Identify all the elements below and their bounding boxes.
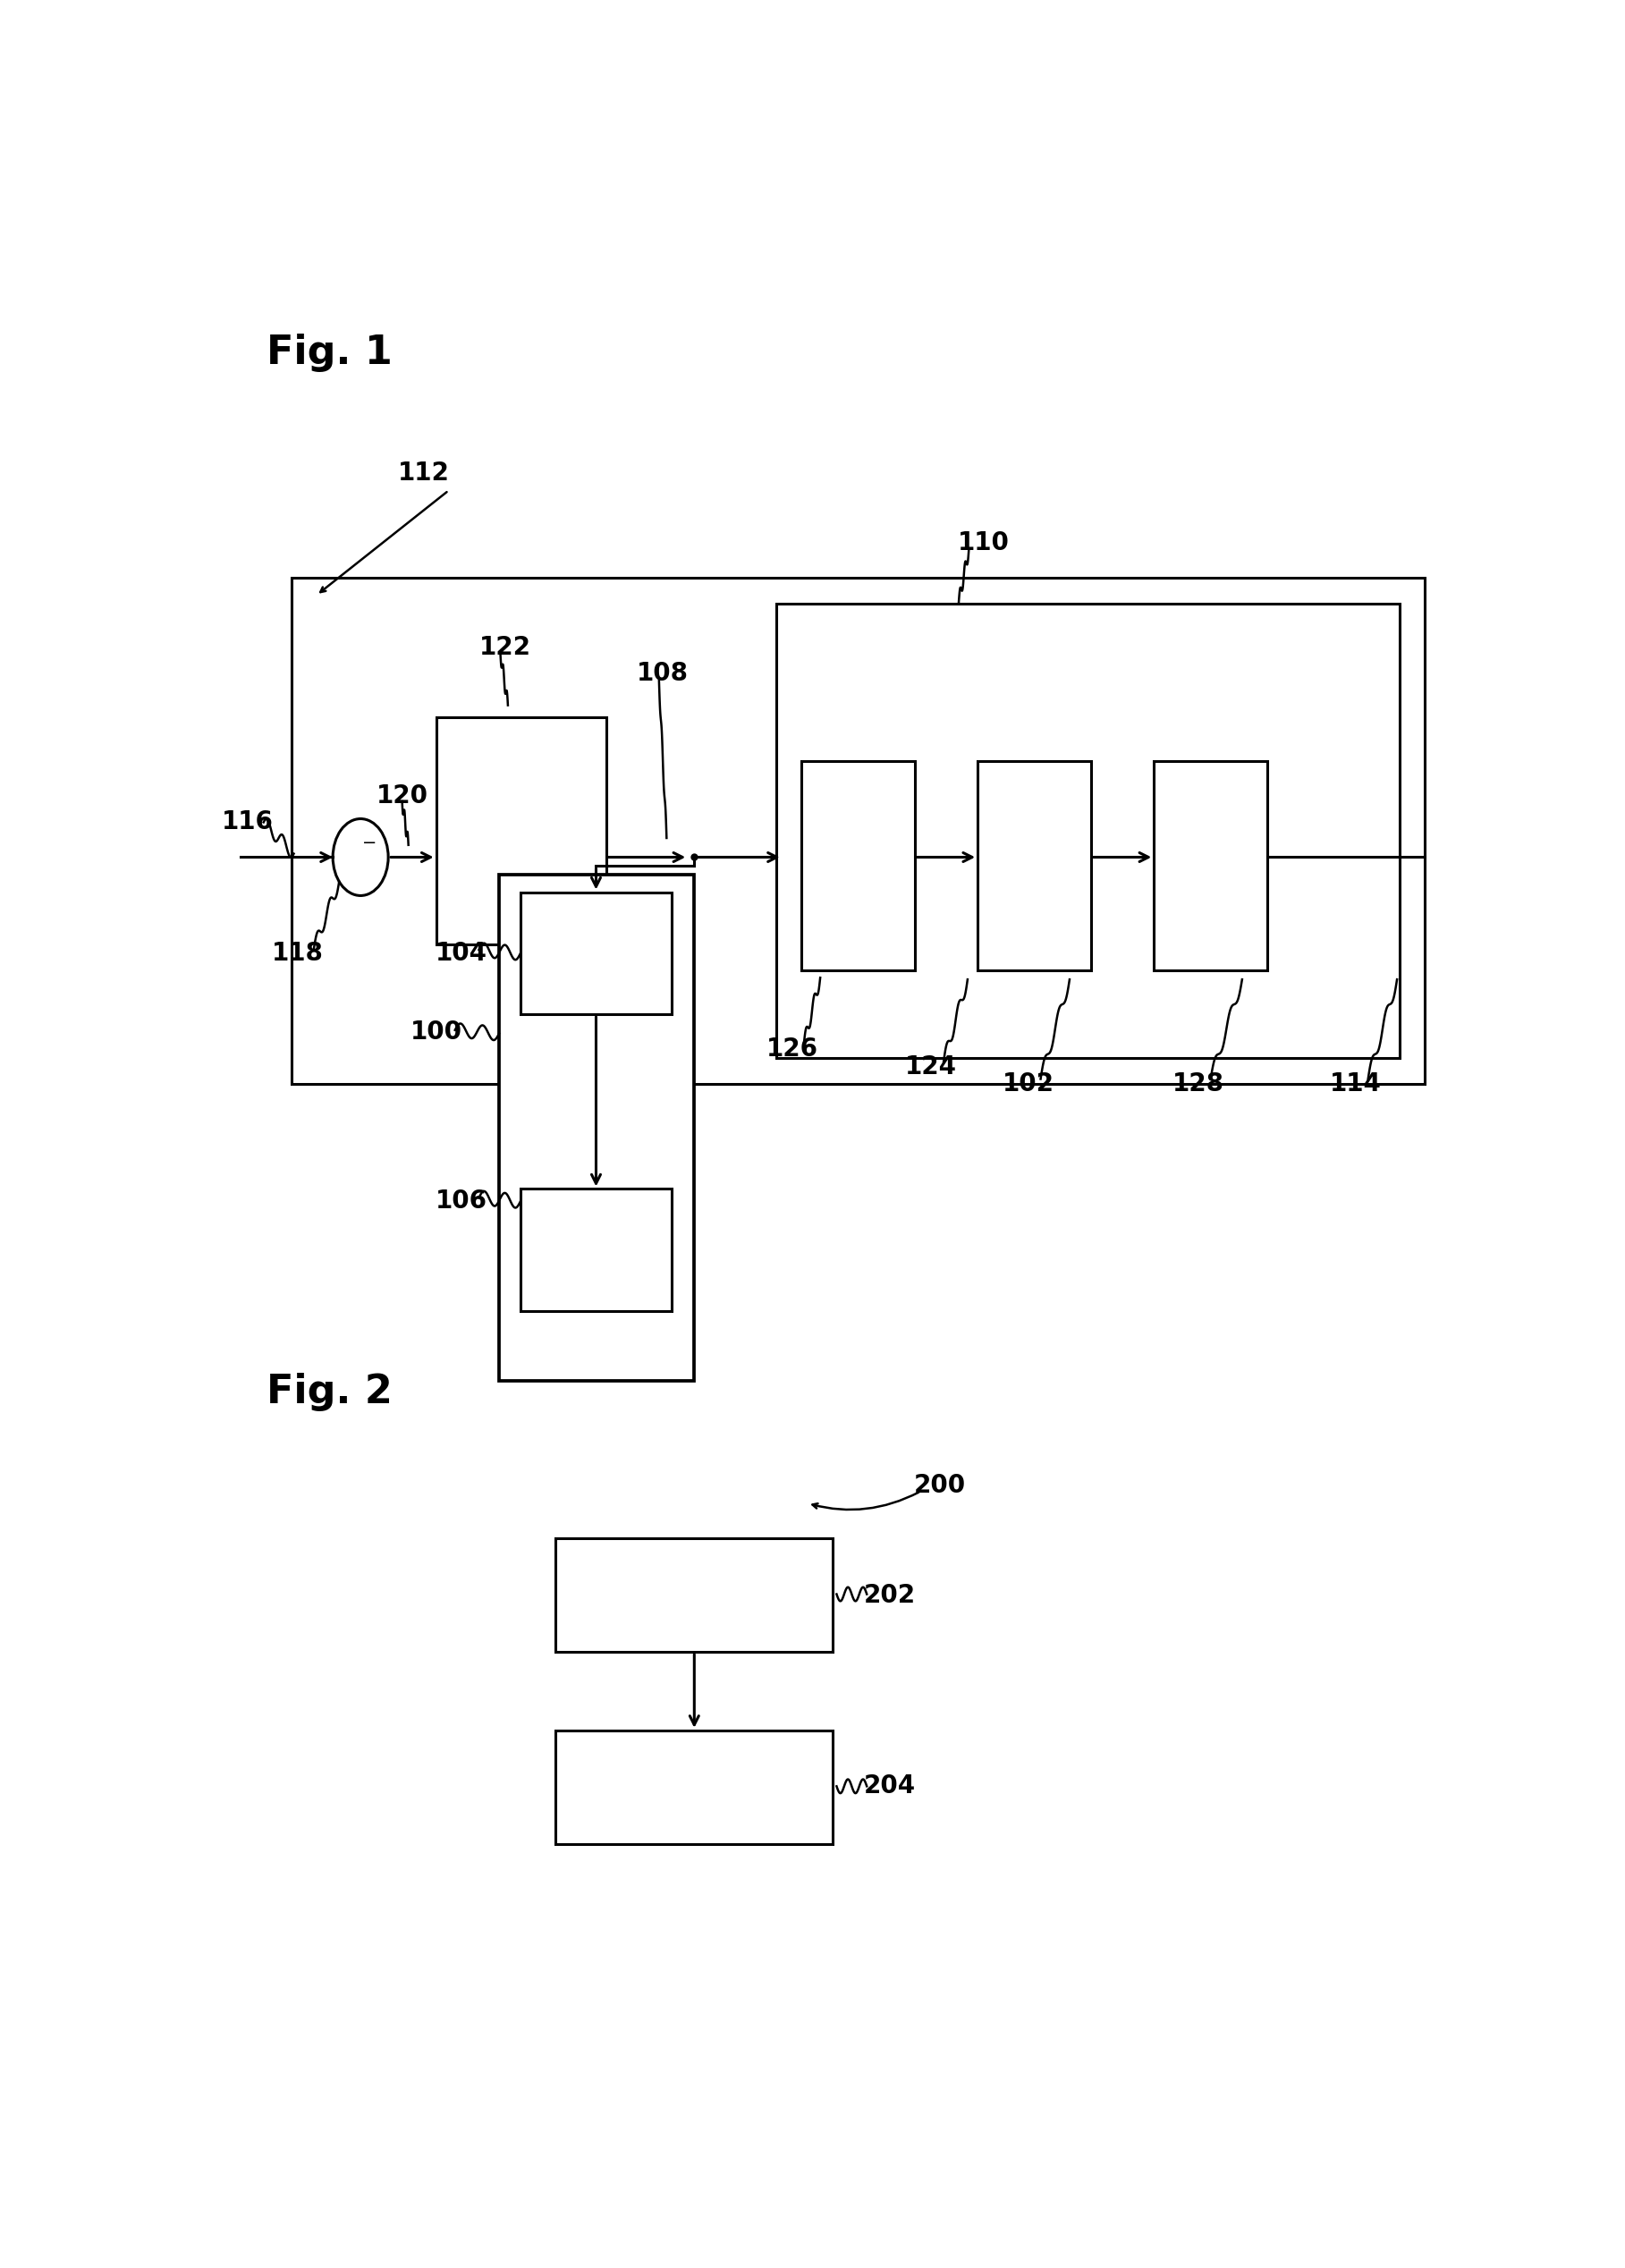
Text: 102: 102 <box>1003 1073 1055 1098</box>
Text: 114: 114 <box>1329 1073 1381 1098</box>
Text: 204: 204 <box>863 1774 915 1799</box>
Bar <box>777 603 1399 1057</box>
Text: 120: 120 <box>375 782 427 810</box>
Bar <box>520 891 671 1014</box>
Text: 100: 100 <box>410 1018 462 1043</box>
Text: 200: 200 <box>913 1474 965 1499</box>
Text: −: − <box>362 835 377 853</box>
Bar <box>291 578 1425 1084</box>
Text: 118: 118 <box>271 941 323 966</box>
Bar <box>556 1730 834 1844</box>
Text: 112: 112 <box>398 460 450 485</box>
Bar <box>978 762 1090 971</box>
Text: 122: 122 <box>479 635 531 660</box>
Text: 124: 124 <box>905 1055 957 1080</box>
Text: 126: 126 <box>767 1036 819 1061</box>
Bar <box>499 875 694 1381</box>
Bar <box>520 1188 671 1311</box>
Bar <box>556 1538 834 1651</box>
Text: 128: 128 <box>1172 1073 1224 1098</box>
Text: Fig. 1: Fig. 1 <box>266 333 392 372</box>
Text: Fig. 2: Fig. 2 <box>266 1372 392 1411</box>
Bar <box>436 717 606 943</box>
Bar <box>801 762 915 971</box>
Text: 202: 202 <box>863 1583 915 1608</box>
Text: 104: 104 <box>436 941 487 966</box>
Text: 106: 106 <box>436 1188 487 1213</box>
Text: 110: 110 <box>959 531 1009 556</box>
Text: 116: 116 <box>221 810 273 835</box>
Text: 108: 108 <box>637 662 689 687</box>
Bar <box>1154 762 1268 971</box>
